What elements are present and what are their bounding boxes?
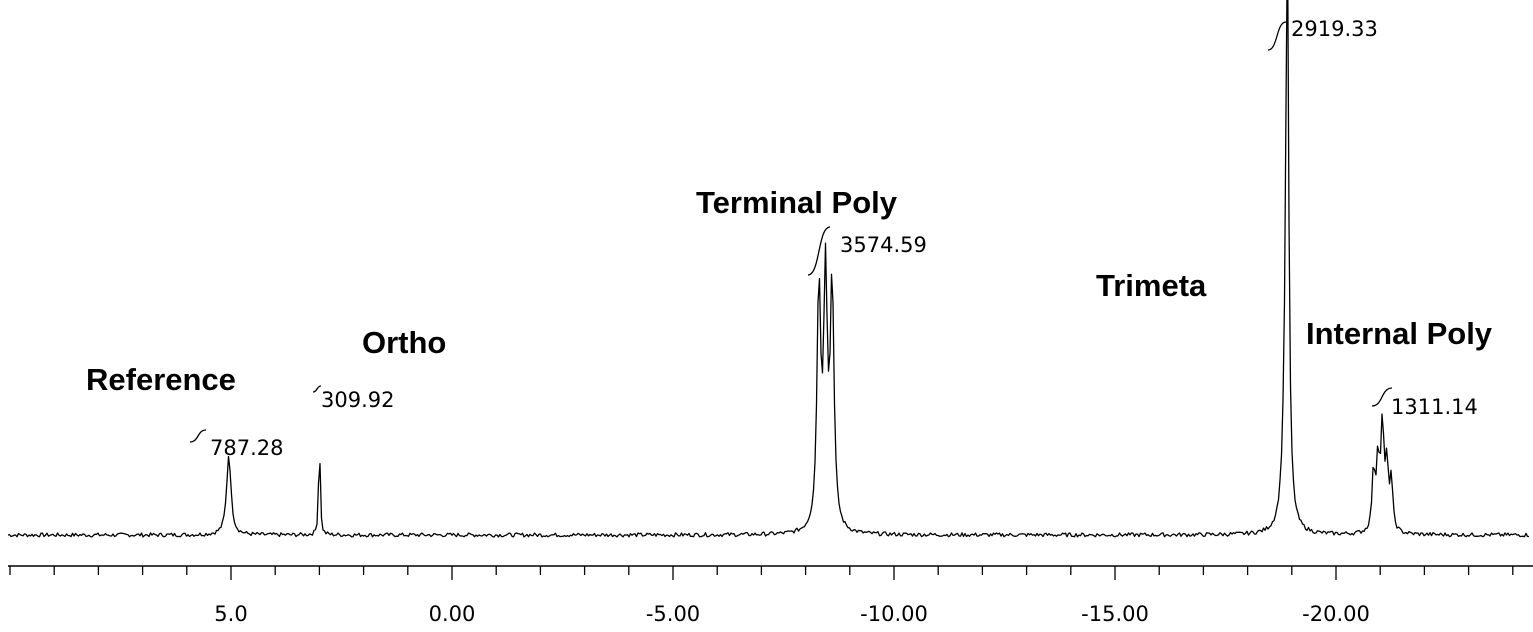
peak-label-trimeta: Trimeta — [1096, 268, 1207, 303]
x-axis-tick-label: 0.00 — [429, 602, 476, 626]
integral-curve-1 — [312, 385, 322, 393]
peak-label-internal-poly: Internal Poly — [1306, 316, 1493, 351]
integral-value-internal-poly: 1311.14 — [1391, 395, 1478, 419]
x-axis-tick-label: -10.00 — [860, 602, 928, 626]
integral-curve-2 — [807, 226, 831, 276]
integral-curve-3 — [1267, 21, 1287, 51]
peak-label-terminal-poly: Terminal Poly — [696, 185, 898, 220]
integral-value-trimeta: 2919.33 — [1291, 17, 1378, 41]
spectrum-trace-line — [7, 0, 1530, 538]
integral-curves-group — [189, 21, 1393, 443]
x-axis: 5.0 0.00 -5.00 -10.00 -15.00 -20.00 — [8, 565, 1533, 626]
peak-label-ortho: Ortho — [362, 325, 446, 360]
integral-value-ortho: 309.92 — [321, 388, 394, 412]
peak-labels: Reference Ortho Terminal Poly Trimeta In… — [86, 185, 1493, 397]
x-axis-tick-label: -15.00 — [1081, 602, 1149, 626]
x-axis-tick-label: 5.0 — [214, 602, 247, 626]
x-axis-tick-label: -5.00 — [646, 602, 700, 626]
x-axis-tick-label: -20.00 — [1302, 602, 1370, 626]
integral-curve-4 — [1371, 387, 1393, 407]
peak-label-reference: Reference — [86, 362, 236, 397]
integral-value-reference: 787.28 — [210, 436, 283, 460]
integral-labels: 787.28 309.92 3574.59 2919.33 1311.14 — [210, 17, 1478, 460]
integral-value-terminal-poly: 3574.59 — [840, 233, 927, 257]
spectrum-trace-group — [7, 0, 1530, 538]
integral-curve-0 — [189, 429, 207, 443]
